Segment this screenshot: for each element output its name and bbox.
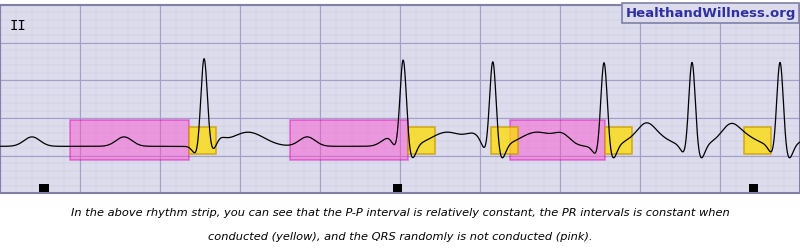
Bar [605,127,632,154]
Bar [393,184,402,192]
Bar [189,127,216,154]
Bar [408,127,435,154]
Bar [749,184,758,192]
Text: conducted (yellow), and the QRS randomly is not conducted (pink).: conducted (yellow), and the QRS randomly… [208,232,592,242]
Text: HealthandWillness.org: HealthandWillness.org [626,6,796,20]
Bar [510,120,605,160]
Bar [70,120,189,160]
Text: In the above rhythm strip, you can see that the P-P interval is relatively const: In the above rhythm strip, you can see t… [70,208,730,217]
Bar [290,120,408,160]
Bar [39,184,49,192]
Bar [744,127,771,154]
Text: II: II [10,19,26,33]
Bar [491,127,518,154]
